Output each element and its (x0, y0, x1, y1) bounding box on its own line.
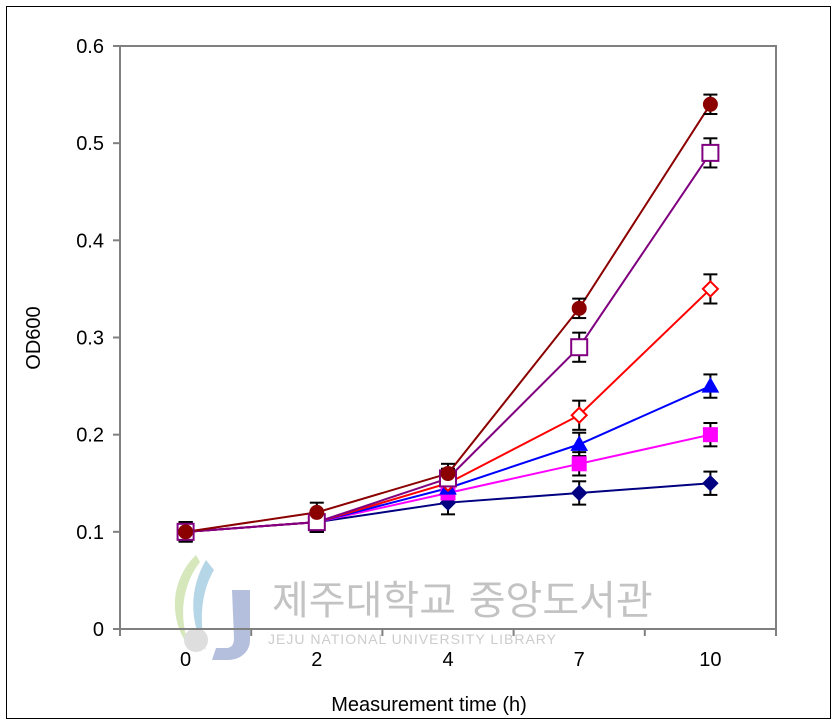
data-point-circle (178, 524, 194, 540)
data-point-diamond (701, 280, 720, 298)
y-axis-title: OD600 (23, 306, 45, 369)
data-point-circle (702, 96, 718, 112)
y-tick-label: 0.6 (76, 36, 104, 58)
plot-area (119, 45, 777, 630)
x-axis-title: Measurement time (h) (331, 694, 527, 716)
data-point-triangle (701, 377, 720, 393)
x-tick-label: 7 (574, 649, 585, 671)
data-point-circle (309, 504, 325, 520)
x-tick-label: 0 (180, 649, 191, 671)
y-tick-label: 0.3 (76, 328, 104, 350)
watermark: 제주대학교 중앙도서관 JEJU NATIONAL UNIVERSITY LIB… (174, 555, 653, 660)
data-point-square (571, 456, 587, 472)
figure-frame (6, 6, 831, 719)
y-tick-label: 0.2 (76, 425, 104, 447)
data-point-diamond (570, 406, 589, 425)
y-tick-label: 0.1 (76, 522, 104, 544)
watermark-subtitle: JEJU NATIONAL UNIVERSITY LIBRARY (268, 631, 557, 647)
data-point-square (570, 338, 589, 357)
axes (119, 45, 777, 630)
data-point-circle (440, 466, 456, 482)
series-layer (176, 93, 720, 543)
y-tick-label: 0 (93, 619, 104, 641)
data-point-triangle (570, 435, 589, 451)
x-tick-label: 4 (442, 649, 453, 671)
data-point-square (701, 143, 720, 162)
data-point-diamond (702, 475, 719, 492)
university-logo (174, 555, 250, 660)
x-tick-label: 2 (311, 649, 322, 671)
watermark-title: 제주대학교 중앙도서관 (272, 578, 653, 624)
x-tick-label: 10 (699, 649, 721, 671)
data-point-circle (571, 300, 587, 316)
data-point-square (702, 427, 718, 443)
y-tick-label: 0.4 (76, 230, 104, 252)
ticks: 0 0.1 0.2 0.3 0.4 0.5 0.6 0 2 4 7 10 (76, 36, 777, 671)
data-point-diamond (570, 484, 588, 502)
y-tick-label: 0.5 (76, 133, 104, 155)
